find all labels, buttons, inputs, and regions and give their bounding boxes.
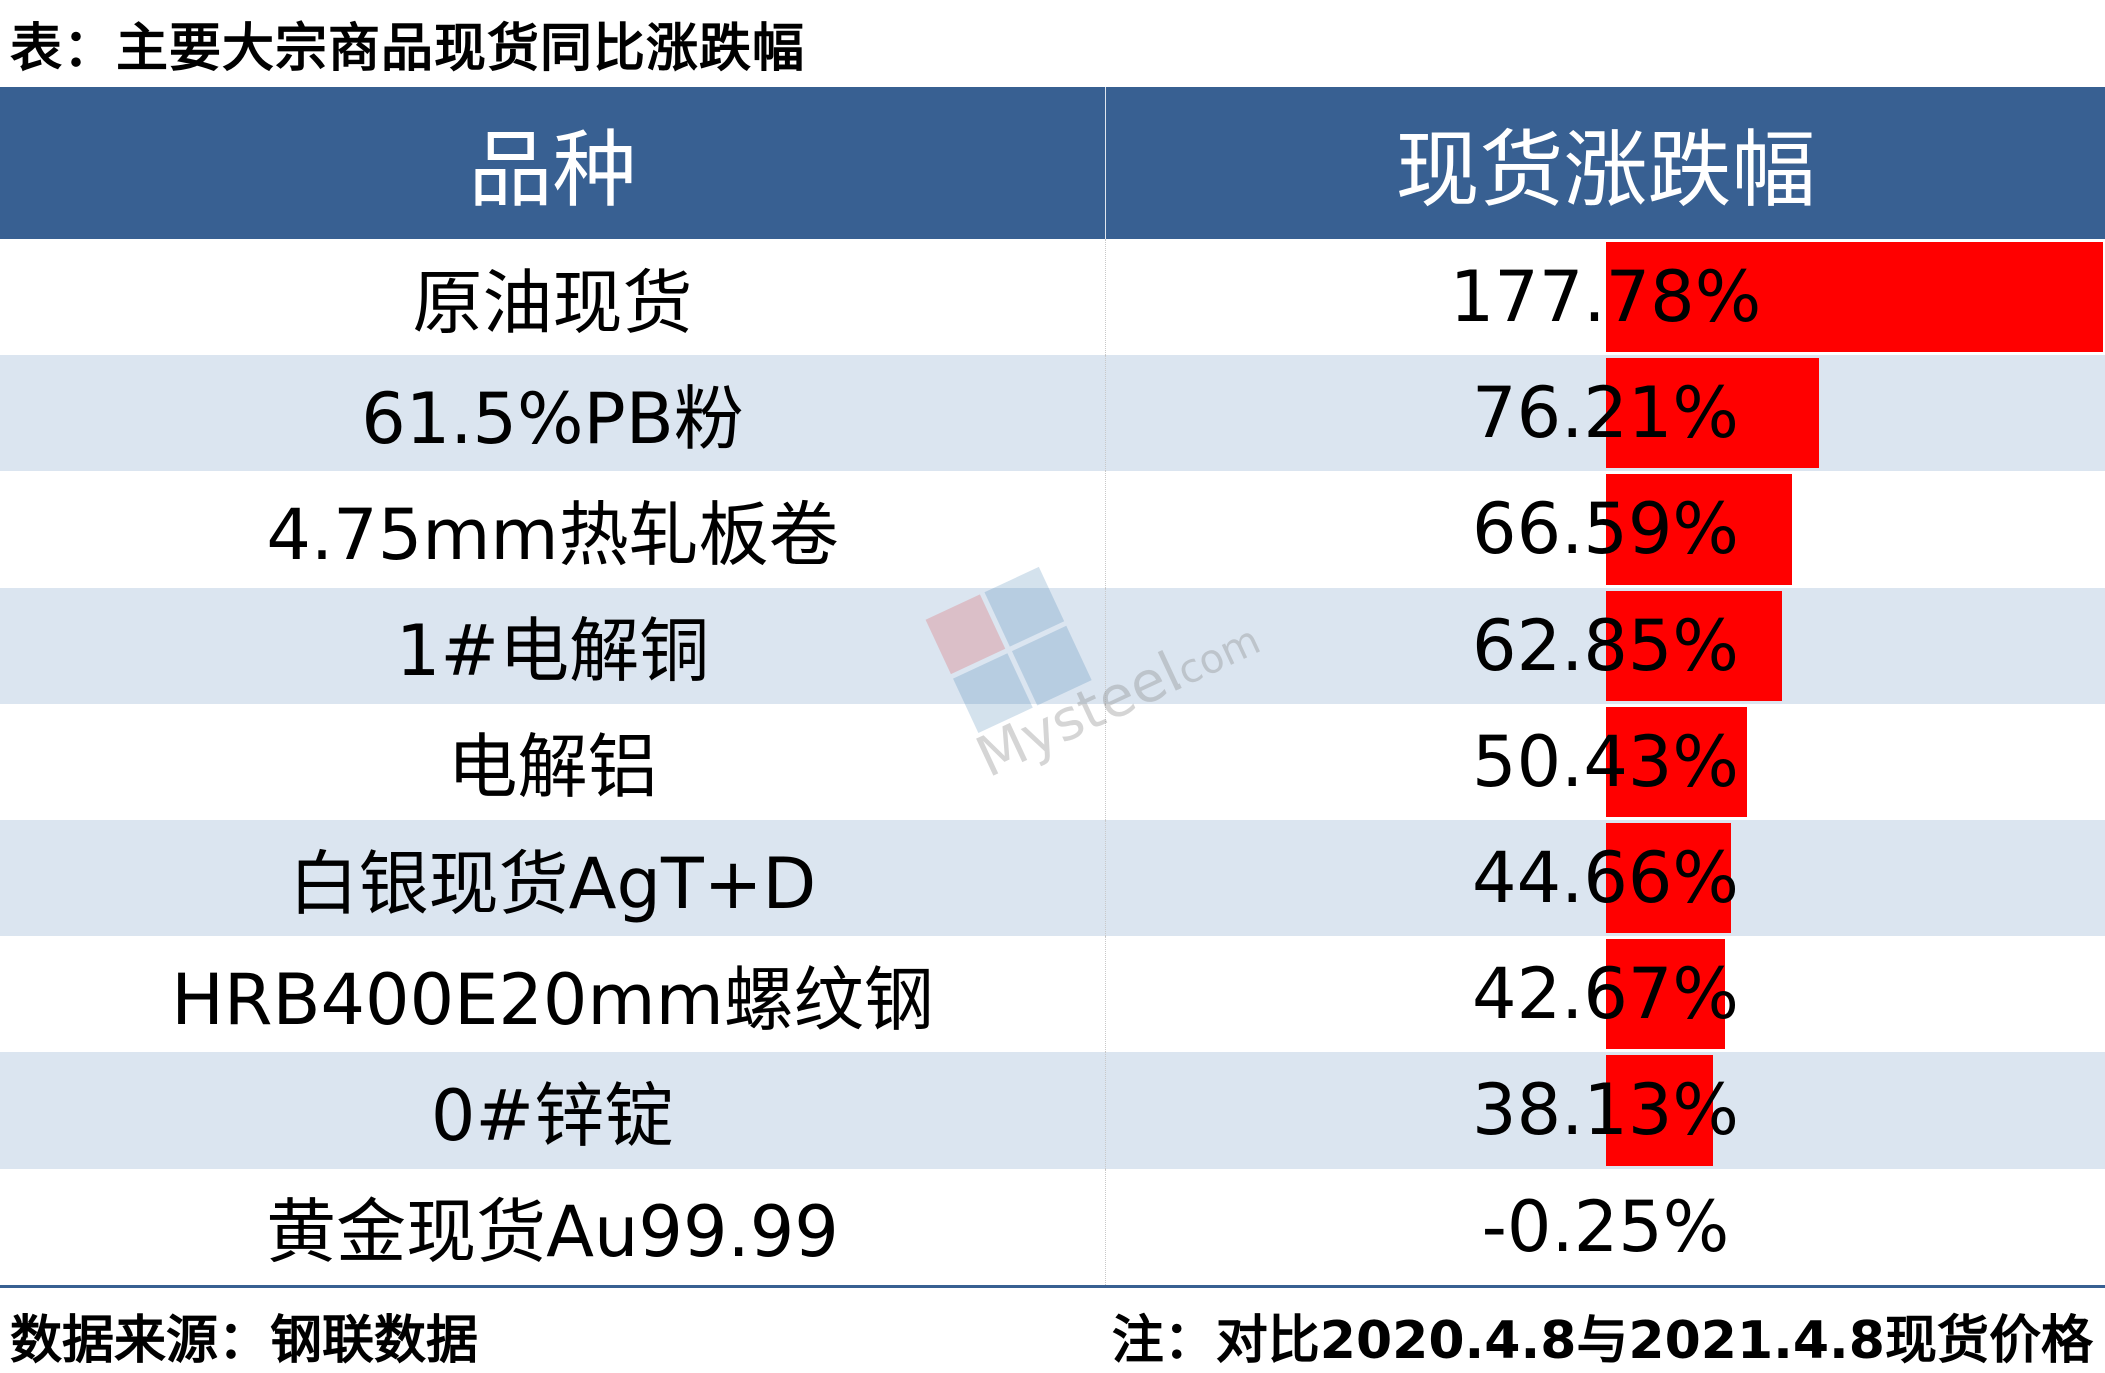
change-value: 44.66% xyxy=(1472,837,1739,920)
variety-name: 0#锌锭 xyxy=(0,1052,1106,1169)
change-cell: 62.85% xyxy=(1106,588,2105,704)
change-cell: 38.13% xyxy=(1106,1052,2105,1168)
change-cell: 42.67% xyxy=(1106,936,2105,1052)
data-source: 数据来源：钢联数据 xyxy=(10,1311,479,1371)
footnote: 注：对比2020.4.8与2021.4.8现货价格 xyxy=(1111,1311,2093,1371)
table-row: 0#锌锭 38.13% xyxy=(0,1052,2105,1169)
change-bar xyxy=(1606,474,1793,585)
change-cell: 76.21% xyxy=(1106,355,2105,471)
table-row: 白银现货AgT+D 44.66% xyxy=(0,819,2105,937)
change-cell: -0.25% xyxy=(1106,1169,2105,1285)
change-bar xyxy=(1606,1055,1713,1166)
change-bar xyxy=(1606,706,1747,817)
variety-name: 61.5%PB粉 xyxy=(0,355,1106,472)
change-value: 42.67% xyxy=(1472,953,1739,1036)
change-cell: 44.66% xyxy=(1106,820,2105,936)
variety-name: 4.75mm热轧板卷 xyxy=(0,471,1106,588)
footer-divider xyxy=(0,1285,2105,1288)
table-row: HRB400E20mm螺纹钢 42.67% xyxy=(0,936,2105,1053)
table-row: 61.5%PB粉 76.21% xyxy=(0,355,2105,472)
variety-name: 电解铝 xyxy=(0,703,1106,820)
change-bar xyxy=(1606,358,1820,469)
variety-name: 1#电解铜 xyxy=(0,587,1106,704)
table-row: 电解铝 50.43% xyxy=(0,703,2105,820)
commodity-table: 品种 现货涨跌幅 原油现货 177.78% 61.5%PB粉 76.21% 4.75mm… xyxy=(0,87,2105,1285)
table-header: 品种 现货涨跌幅 xyxy=(0,87,2105,239)
change-bar xyxy=(1606,242,2103,353)
header-change: 现货涨跌幅 xyxy=(1395,120,1816,219)
change-value: 50.43% xyxy=(1472,720,1739,803)
variety-name: 白银现货AgT+D xyxy=(0,819,1106,937)
change-bar xyxy=(1606,939,1726,1050)
table-row: 黄金现货Au99.99 -0.25% xyxy=(0,1168,2105,1285)
change-cell: 50.43% xyxy=(1106,704,2105,820)
table-row: 4.75mm热轧板卷 66.59% xyxy=(0,471,2105,588)
variety-name: 黄金现货Au99.99 xyxy=(0,1168,1106,1285)
change-cell: 177.78% xyxy=(1106,239,2105,355)
variety-name: HRB400E20mm螺纹钢 xyxy=(0,936,1106,1053)
change-bar xyxy=(1606,590,1782,701)
change-value: 62.85% xyxy=(1472,604,1739,687)
table-row: 1#电解铜 62.85% xyxy=(0,587,2105,704)
change-cell: 66.59% xyxy=(1106,471,2105,587)
change-bar xyxy=(1606,822,1731,934)
table-title: 表：主要大宗商品现货同比涨跌幅 xyxy=(10,19,806,79)
table-row: 原油现货 177.78% xyxy=(0,239,2105,356)
change-value: 38.13% xyxy=(1472,1069,1739,1152)
change-value: -0.25% xyxy=(1481,1185,1730,1268)
change-value: 177.78% xyxy=(1449,256,1762,339)
change-value: 76.21% xyxy=(1472,372,1739,455)
variety-name: 原油现货 xyxy=(0,239,1106,356)
change-value: 66.59% xyxy=(1472,488,1739,571)
header-variety: 品种 xyxy=(0,87,1106,239)
